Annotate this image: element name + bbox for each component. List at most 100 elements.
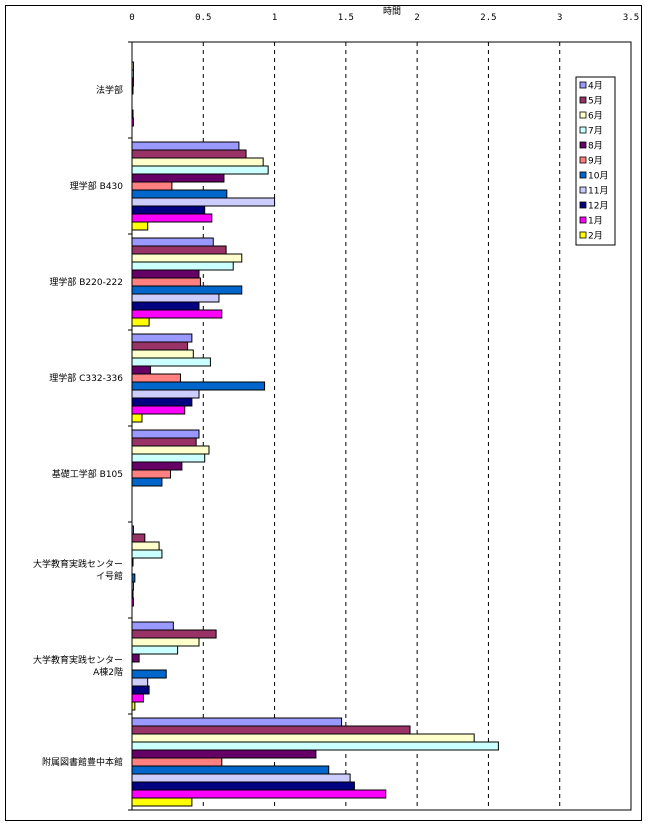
x-tick-label: 2.5 [480,13,496,23]
legend-swatch [579,216,587,224]
bar-2月 [131,797,193,807]
x-tick-label: 1.5 [338,13,354,23]
bar-2月 [131,221,149,231]
category-label: 大学教育実践センター [33,654,123,666]
legend-label: 12月 [588,201,608,212]
bar-5月 [131,341,189,351]
bar-7月 [131,645,179,655]
legend-label: 9月 [588,156,603,167]
legend-swatch [579,156,587,164]
legend-label: 11月 [588,186,608,197]
category-label: 法学部 [96,84,123,96]
bar-10月 [131,669,167,679]
x-tick-label: 0.5 [195,13,211,23]
category-label: A棟2階 [93,666,123,678]
legend-swatch [579,201,587,209]
x-tick-label: 3 [557,13,562,23]
bar-7月 [131,165,269,175]
bar-2月 [131,317,150,327]
bar-11月 [131,677,149,687]
bar-6月 [131,541,160,551]
bar-1月 [131,405,186,415]
bar-9月 [131,469,171,479]
bar-6月 [131,445,210,455]
bar-7月 [131,357,211,367]
legend-swatch [579,186,587,194]
legend-swatch [579,111,587,119]
bar-6月 [131,253,243,263]
legend-swatch [579,231,587,239]
legend-swatch [579,96,587,104]
x-tick-label: 1 [272,13,277,23]
bar-4月 [131,621,174,631]
bar-12月 [131,781,355,791]
bar-9月 [131,181,173,191]
bar-8月 [131,653,140,663]
bar-8月 [131,365,152,375]
legend-label: 4月 [588,81,603,92]
bar-7月 [131,549,163,559]
bar-10月 [131,381,266,391]
legend-swatch [579,81,587,89]
bar-11月 [131,293,220,303]
bar-4月 [131,333,193,343]
legend-swatch [579,171,587,179]
category-label: 附属図書館豊中本館 [42,756,123,768]
category-label: 理学部 C332-336 [49,372,123,384]
legend-label: 2月 [588,231,603,242]
bar-10月 [131,765,330,775]
bar-11月 [131,389,200,399]
bar-5月 [131,629,217,639]
bar-10月 [131,189,228,199]
bar-8月 [131,749,317,759]
bar-8月 [131,269,200,279]
bar-2月 [131,413,143,423]
bar-5月 [131,725,411,735]
bar-6月 [131,733,475,743]
category-label: 大学教育実践センター [33,558,123,570]
bar-12月 [131,301,200,311]
legend-label: 8月 [588,141,603,152]
bar-10月 [131,477,163,487]
category-label: 理学部 B430 [70,180,123,192]
bar-7月 [131,741,499,751]
bar-11月 [131,773,351,783]
category-label: 基礎工学部 B105 [52,468,123,480]
bar-4月 [131,717,343,727]
bar-4月 [131,237,214,247]
legend-swatch [579,141,587,149]
bar-4月 [131,429,200,439]
bar-7月 [131,453,206,463]
x-tick-label: 3.5 [623,13,639,23]
legend-label: 5月 [588,96,603,107]
bar-1月 [131,309,223,319]
bar-9月 [131,757,223,767]
bar-9月 [131,277,201,287]
bar-4月 [131,141,240,151]
category-label: イ号館 [96,570,123,582]
bar-6月 [131,349,194,359]
category-label: 理学部 B220-222 [49,276,123,288]
bar-12月 [131,205,206,215]
bar-1月 [131,789,387,799]
x-axis-title: 時間 [383,6,401,17]
legend-label: 1月 [588,216,603,227]
bar-9月 [131,373,181,383]
bar-5月 [131,533,146,543]
bar-1月 [131,693,144,703]
bar-1月 [131,213,213,223]
legend-label: 7月 [588,126,603,137]
bar-12月 [131,685,150,695]
bar-5月 [131,437,197,447]
legend-swatch [579,126,587,134]
chart-frame [5,5,642,821]
bar-5月 [131,149,247,159]
legend-label: 10月 [588,171,608,182]
bar-11月 [131,197,276,207]
bar-7月 [131,261,234,271]
bar-6月 [131,637,200,647]
bar-5月 [131,245,227,255]
x-tick-label: 0 [129,13,134,23]
legend-label: 6月 [588,111,603,122]
